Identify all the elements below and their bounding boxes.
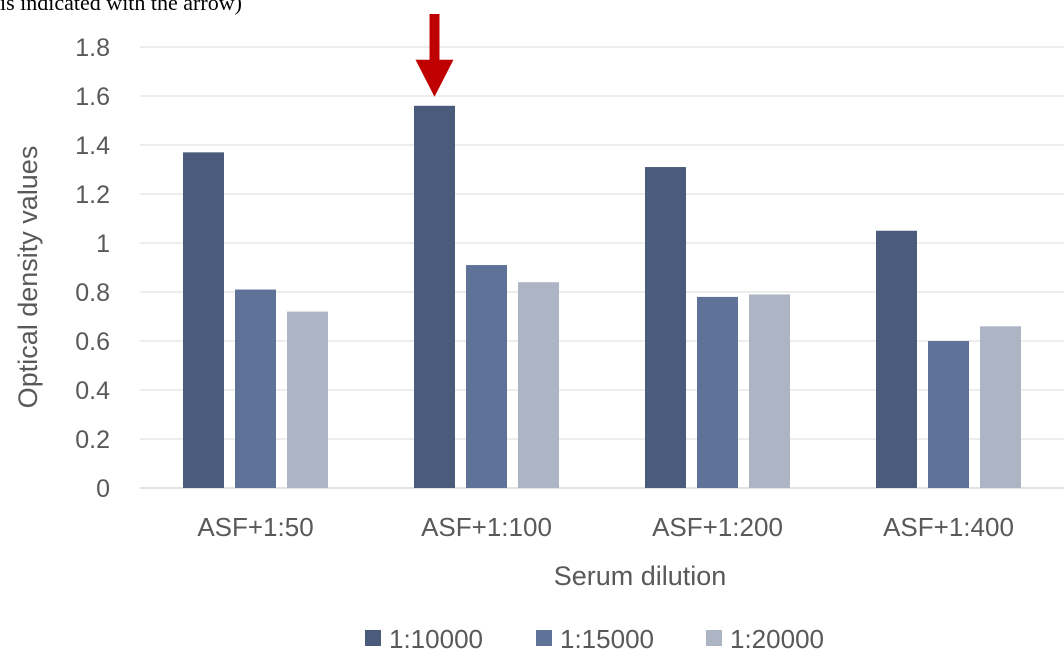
bar-1-20000-2 xyxy=(749,294,790,488)
x-axis-categories: ASF+1:50 ASF+1:100 ASF+1:200 ASF+1:400 xyxy=(197,512,1014,542)
x-tick-label: ASF+1:200 xyxy=(652,512,783,542)
arrow-head xyxy=(415,59,454,97)
bar-1-15000-0 xyxy=(235,289,276,488)
y-tick-label: 1.6 xyxy=(75,83,110,111)
legend-swatch xyxy=(706,630,722,646)
y-axis-title: Optical density values xyxy=(13,146,43,409)
legend-swatch xyxy=(536,630,552,646)
legend-label: 1:10000 xyxy=(389,624,483,653)
x-axis-title: Serum dilution xyxy=(554,561,727,591)
legend: 1:10000 1:15000 1:20000 xyxy=(365,624,824,653)
x-tick-label: ASF+1:50 xyxy=(197,512,313,542)
y-axis-ticks: 0 0.2 0.4 0.6 0.8 1 1.2 1.4 1.6 1.8 xyxy=(75,34,110,503)
y-tick-label: 0.8 xyxy=(75,279,110,307)
y-tick-label: 0 xyxy=(96,475,110,503)
y-tick-label: 0.4 xyxy=(75,377,110,405)
legend-label: 1:15000 xyxy=(560,624,654,653)
bar-1-15000-2 xyxy=(697,296,738,488)
bar-1-10000-3 xyxy=(876,230,917,488)
gridlines xyxy=(140,46,1064,489)
arrow-shaft xyxy=(429,14,440,61)
y-tick-label: 1.2 xyxy=(75,181,110,209)
y-tick-label: 1 xyxy=(96,230,110,258)
arrow-annotation xyxy=(415,14,454,97)
x-tick-label: ASF+1:400 xyxy=(883,512,1014,542)
bar-1-20000-0 xyxy=(287,311,328,488)
bar-1-20000-1 xyxy=(518,282,559,488)
legend-swatch xyxy=(365,630,381,646)
y-tick-label: 0.2 xyxy=(75,426,110,454)
x-tick-label: ASF+1:100 xyxy=(421,512,552,542)
bar-1-10000-0 xyxy=(183,152,224,488)
bar-1-15000-1 xyxy=(466,265,507,488)
bar-1-20000-3 xyxy=(980,326,1021,488)
bar-1-15000-3 xyxy=(928,341,969,488)
y-tick-label: 1.4 xyxy=(75,132,110,160)
figure-caption-fragment: is indicated with the arrow) xyxy=(0,0,242,15)
y-tick-label: 1.8 xyxy=(75,34,110,62)
bar-1-10000-1 xyxy=(414,105,455,489)
bars xyxy=(183,105,1021,489)
y-tick-label: 0.6 xyxy=(75,328,110,356)
legend-label: 1:20000 xyxy=(730,624,824,653)
bar-1-10000-2 xyxy=(645,167,686,489)
